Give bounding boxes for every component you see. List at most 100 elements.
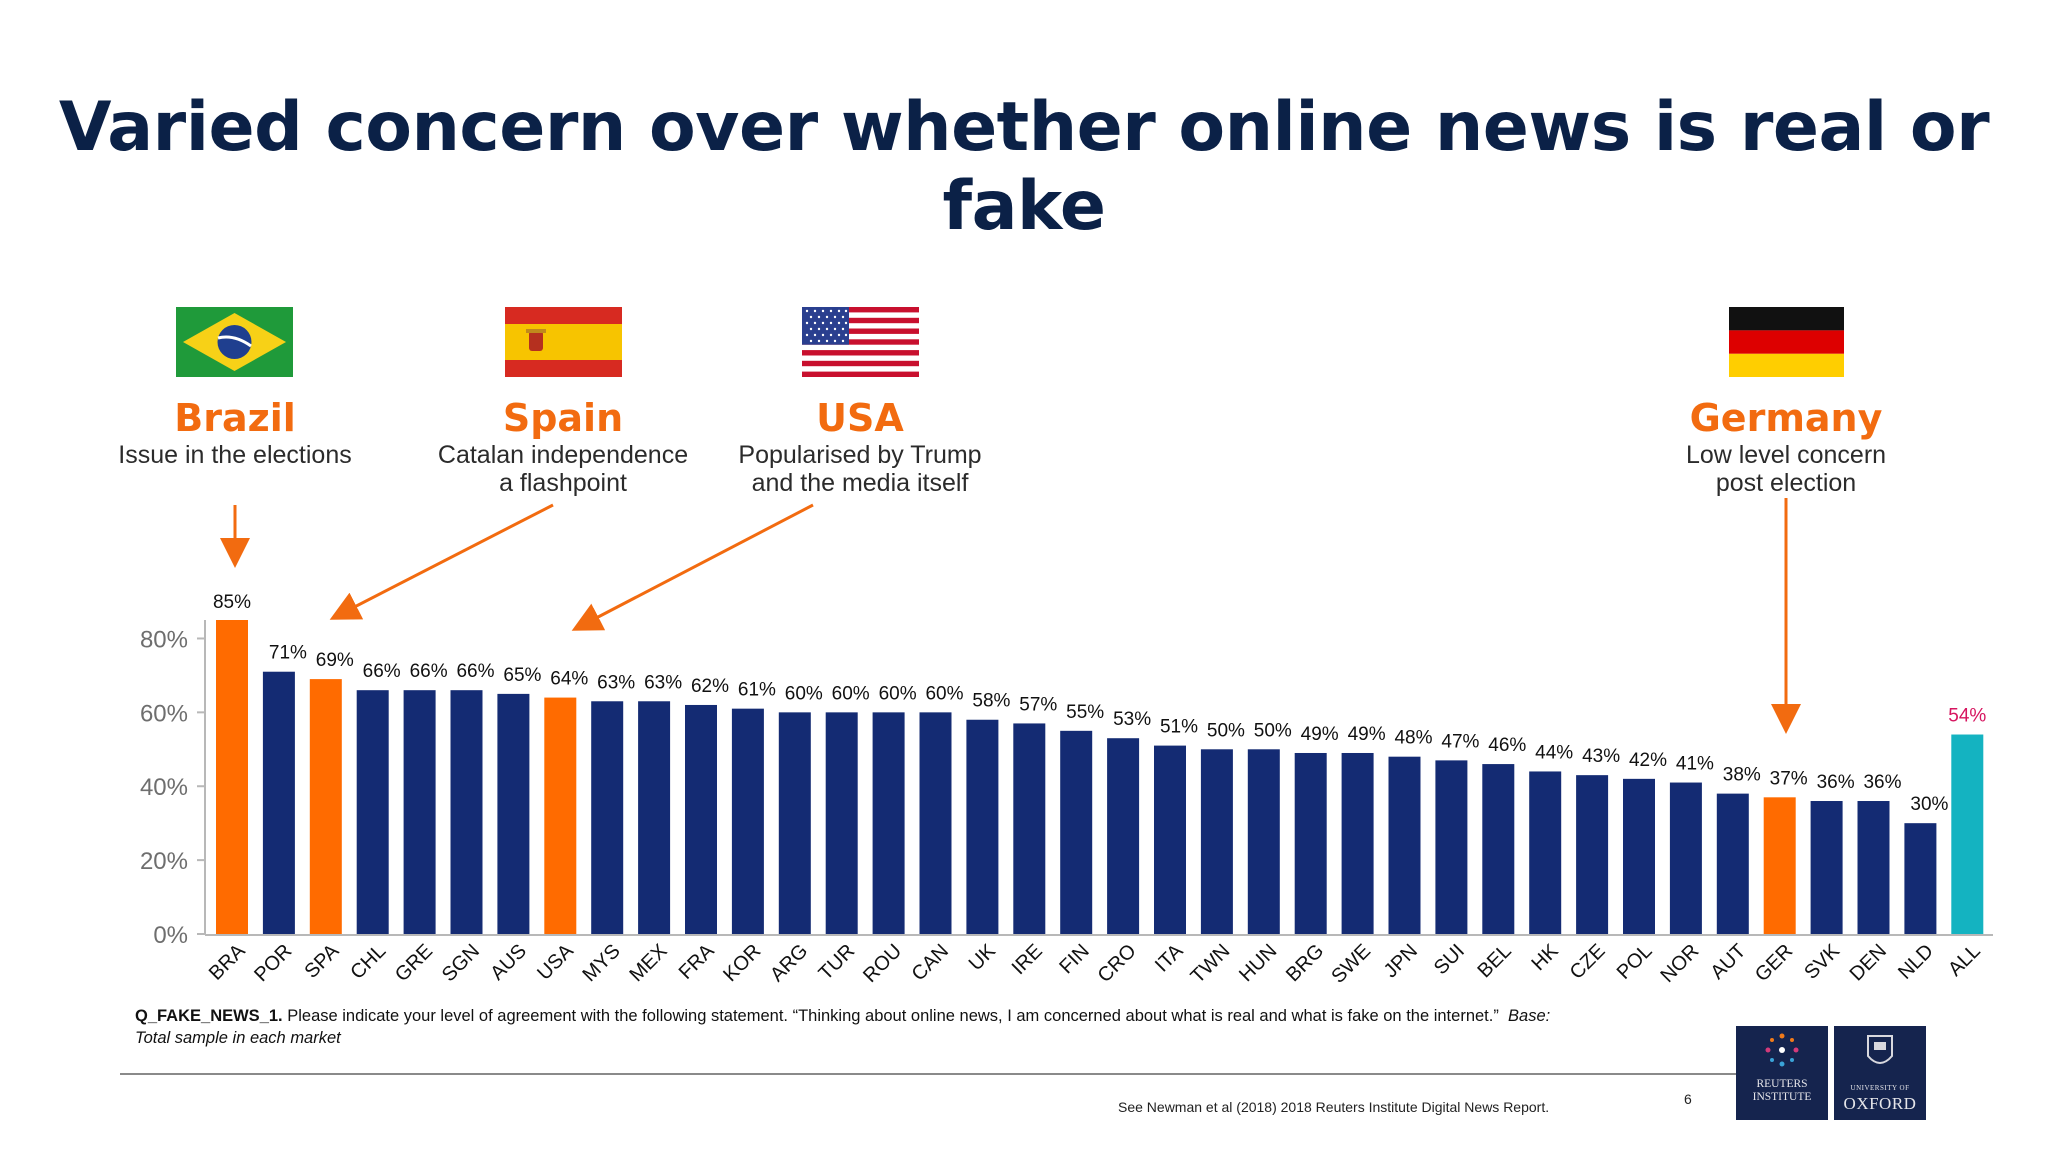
- value-label-nor: 41%: [1676, 754, 1714, 775]
- source-note: See Newman et al (2018) 2018 Reuters Ins…: [1118, 1099, 1550, 1115]
- x-tick-label-kor: KOR: [719, 940, 765, 986]
- bar-ita: [1154, 745, 1186, 934]
- value-label-cro: 53%: [1113, 709, 1151, 730]
- bar-bel: [1482, 764, 1515, 934]
- value-label-por: 71%: [269, 643, 307, 664]
- reuters-logo-line2: INSTITUTE: [1752, 1091, 1812, 1103]
- bar-den: [1857, 801, 1890, 934]
- x-tick-label-aus: AUS: [486, 940, 531, 985]
- x-tick-label-gre: GRE: [391, 940, 437, 986]
- x-tick-label-spa: SPA: [301, 940, 344, 983]
- bar-ger: [1763, 797, 1796, 934]
- bar-cze: [1576, 775, 1609, 934]
- bar-pol: [1623, 778, 1655, 934]
- germany-callout-title: Germany: [1689, 396, 1883, 440]
- usa-callout-text: Popularised by Trump and the media itsel…: [680, 441, 1040, 497]
- bar-svk: [1810, 801, 1843, 934]
- x-tick-label-can: CAN: [908, 940, 953, 985]
- spain-callout-title: Spain: [502, 396, 624, 440]
- value-label-tur: 60%: [832, 683, 870, 704]
- value-label-pol: 42%: [1629, 750, 1667, 771]
- value-label-jpn: 48%: [1394, 728, 1432, 749]
- x-tick-label-por: POR: [250, 940, 296, 986]
- value-label-twn: 50%: [1207, 720, 1245, 741]
- page-number: 6: [1684, 1091, 1692, 1107]
- y-tick-label: 80%: [140, 626, 188, 653]
- value-label-rou: 60%: [879, 683, 917, 704]
- value-label-fin: 55%: [1066, 702, 1104, 723]
- bar-nld: [1904, 823, 1937, 934]
- value-label-usa: 64%: [550, 669, 588, 690]
- value-label-mys: 63%: [597, 672, 635, 693]
- germany-callout-line2: post election: [1715, 469, 1857, 497]
- bar-fra: [685, 704, 717, 934]
- value-label-kor: 61%: [738, 680, 776, 701]
- y-tick-label: 20%: [140, 848, 188, 875]
- value-label-hk: 44%: [1535, 742, 1573, 763]
- x-tick-label-rou: ROU: [859, 940, 906, 987]
- x-tick-label-all: ALL: [1944, 940, 1985, 981]
- value-label-den: 36%: [1863, 772, 1901, 793]
- x-tick-label-swe: SWE: [1327, 940, 1375, 988]
- x-tick-label-cro: CRO: [1094, 940, 1141, 987]
- x-tick-label-mex: MEX: [625, 940, 671, 986]
- bar-aus: [497, 693, 530, 934]
- value-label-swe: 49%: [1348, 724, 1386, 745]
- x-tick-label-nld: NLD: [1894, 940, 1938, 984]
- bar-mex: [638, 701, 671, 934]
- bar-chart: 0% 20% 40% 60% 80% 85% 71% 69% 66% 66% 66% 65% 64% 6…: [140, 498, 1993, 988]
- x-tick-label-arg: ARG: [766, 940, 812, 986]
- bar-chl: [356, 690, 389, 934]
- value-label-chl: 66%: [363, 661, 401, 682]
- y-tick-label: 40%: [140, 774, 188, 801]
- bar-twn: [1200, 749, 1233, 934]
- x-tick-label-ita: ITA: [1151, 940, 1188, 977]
- x-tick-label-hk: HK: [1528, 940, 1564, 976]
- x-tick-label-fra: FRA: [675, 940, 719, 984]
- y-axis: 0% 20% 40% 60% 80%: [140, 620, 206, 949]
- bar-sgn: [450, 690, 483, 934]
- y-tick-label: 0%: [153, 922, 188, 949]
- brazil-flag-icon: [176, 307, 293, 377]
- x-tick-label-twn: TWN: [1187, 940, 1235, 988]
- value-label-ita: 51%: [1160, 717, 1198, 738]
- germany-callout-line1: Low level concern: [1685, 441, 1887, 469]
- x-tick-label-sgn: SGN: [438, 940, 484, 986]
- spain-callout-line1: Catalan independence: [437, 441, 689, 469]
- usa-flag-icon: [802, 307, 919, 377]
- value-label-nld: 30%: [1910, 794, 1948, 815]
- value-label-uk: 58%: [972, 691, 1010, 712]
- x-tick-label-usa: USA: [533, 940, 578, 985]
- bar-bra: [216, 620, 248, 934]
- value-label-aus: 65%: [503, 665, 541, 686]
- oxford-logo-line2: OXFORD: [1843, 1094, 1917, 1113]
- bar-uk: [966, 719, 999, 934]
- x-axis-labels: BRA POR SPA CHL GRE SGN AUS USA MYS MEX FRA KOR ARG T…: [205, 940, 1985, 988]
- footer-divider: [120, 1073, 1750, 1075]
- bar-ire: [1013, 723, 1046, 934]
- value-label-arg: 60%: [785, 683, 823, 704]
- question-base: Base: Total sample in each market: [135, 1007, 1551, 1047]
- x-tick-label-bel: BEL: [1474, 940, 1516, 982]
- value-label-hun: 50%: [1254, 720, 1292, 741]
- x-tick-label-ire: IRE: [1008, 940, 1047, 979]
- value-label-mex: 63%: [644, 672, 682, 693]
- value-label-brg: 49%: [1301, 724, 1339, 745]
- value-label-bra: 85%: [213, 592, 251, 613]
- callout-arrows: [220, 498, 1801, 734]
- bar-arg: [778, 712, 811, 934]
- bar-swe: [1341, 752, 1374, 934]
- x-tick-label-den: DEN: [1846, 940, 1891, 985]
- reuters-logo-line1: REUTERS: [1756, 1078, 1808, 1090]
- x-tick-label-tur: TUR: [815, 940, 860, 985]
- x-tick-label-mys: MYS: [579, 940, 625, 986]
- value-label-spa: 69%: [316, 650, 354, 671]
- y-tick-label: 60%: [140, 700, 188, 727]
- value-label-sgn: 66%: [456, 661, 494, 682]
- usa-arrow: [571, 503, 814, 631]
- bar-all: [1951, 734, 1984, 934]
- question-text: Please indicate your level of agreement …: [282, 1007, 1499, 1025]
- x-tick-label-aut: AUT: [1706, 940, 1750, 984]
- question-id: Q_FAKE_NEWS_1.: [135, 1007, 283, 1025]
- x-tick-label-brg: BRG: [1282, 940, 1328, 986]
